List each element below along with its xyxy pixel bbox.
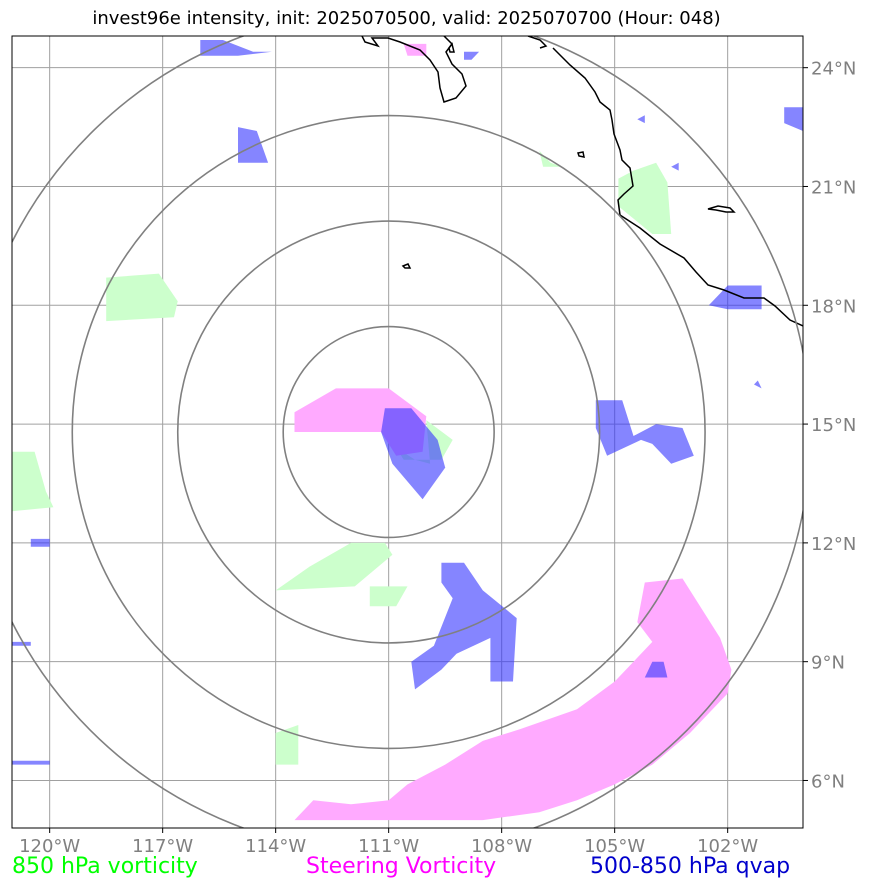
- field-polygon-2-6: [708, 285, 762, 310]
- chart-title: invest96e intensity, init: 2025070500, v…: [92, 8, 721, 29]
- legend-850hpa-vorticity: 850 hPa vorticity: [12, 854, 198, 879]
- island-socorro: [401, 263, 412, 269]
- range-rings: [12, 36, 803, 828]
- field-polygon-2-10: [671, 162, 679, 171]
- legend-qvap: 500-850 hPa qvap: [590, 854, 791, 879]
- coastline-mainland: [527, 36, 803, 327]
- x-tick-label: 108°W: [471, 836, 532, 857]
- field-polygon-2-3: [464, 51, 480, 60]
- field-polygon-2-4: [411, 562, 517, 690]
- y-tick-label: 24°N: [811, 59, 856, 80]
- field-polygon-0-4: [275, 725, 299, 765]
- field-polygon-2-1: [200, 40, 272, 56]
- field-polygon-2-9: [637, 115, 645, 124]
- coastline: [361, 36, 803, 327]
- legend-steering-vorticity: Steering Vorticity: [306, 854, 497, 879]
- field-polygon-0-1: [12, 451, 54, 512]
- field-polygon-2-5: [595, 400, 694, 464]
- y-tick-label: 18°N: [811, 296, 856, 317]
- x-tick-label: 114°W: [245, 836, 306, 857]
- field-polygon-2-0: [381, 408, 446, 500]
- field-polygon-0-2: [275, 542, 393, 591]
- y-tick-label: 21°N: [811, 177, 856, 198]
- plot-frame: [11, 35, 804, 829]
- x-tick-label: 105°W: [584, 836, 645, 857]
- field-polygon-2-14: [12, 760, 50, 765]
- field-layers: [12, 40, 803, 821]
- axis-ticks: 120°W 117°W 114°W 111°W 108°W 105°W 102°W 24°N 2…: [19, 59, 856, 857]
- y-tick-label: 6°N: [811, 771, 845, 792]
- y-tick-label: 12°N: [811, 534, 856, 555]
- island-near-baja: [448, 42, 455, 53]
- y-tick-label: 15°N: [811, 415, 856, 436]
- field-polygon-0-0: [106, 273, 178, 322]
- x-tick-label: 117°W: [132, 836, 193, 857]
- y-tick-label: 9°N: [811, 653, 845, 674]
- range-ring-2: [71, 114, 706, 750]
- field-polygon-2-7: [784, 107, 803, 131]
- series-2: [12, 40, 803, 765]
- x-tick-label: 102°W: [697, 836, 758, 857]
- field-polygon-2-2: [238, 127, 269, 163]
- field-polygon-0-3: [369, 586, 408, 607]
- field-polygon-2-8: [644, 661, 668, 678]
- field-polygon-1-2: [403, 43, 427, 56]
- coastline-baja: [361, 36, 467, 103]
- range-ring-1: [176, 220, 601, 644]
- x-tick-label: 120°W: [19, 836, 80, 857]
- field-polygon-2-11: [754, 380, 762, 389]
- field-polygon-2-12: [30, 538, 50, 547]
- island-small-north: [577, 151, 585, 158]
- field-polygon-2-13: [12, 641, 31, 646]
- island-tres-marias: [707, 205, 736, 213]
- range-ring-0: [282, 325, 495, 539]
- field-polygon-0-5: [539, 150, 562, 167]
- x-tick-label: 111°W: [358, 836, 419, 857]
- field-polygon-1-1: [219, 578, 732, 821]
